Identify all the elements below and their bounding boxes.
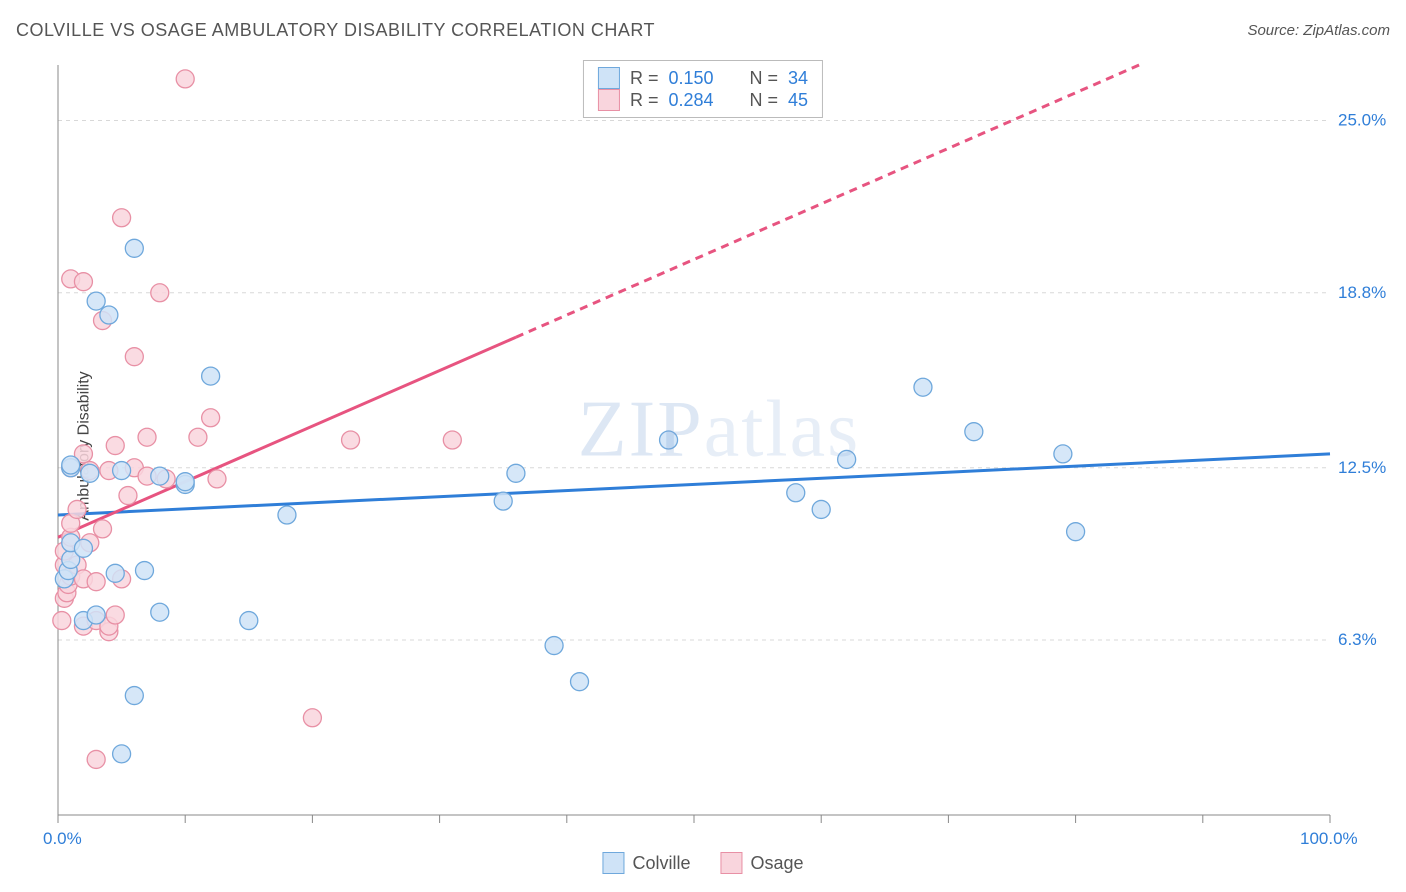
svg-text:12.5%: 12.5% — [1338, 458, 1386, 477]
n-label: N = — [750, 90, 779, 111]
r-label: R = — [630, 90, 659, 111]
series-legend: Colville Osage — [602, 852, 803, 874]
header-row: COLVILLE VS OSAGE AMBULATORY DISABILITY … — [16, 20, 1390, 41]
colville-swatch — [598, 67, 620, 89]
r-value-osage: 0.284 — [668, 90, 713, 111]
stats-row-osage: R = 0.284 N = 45 — [598, 89, 808, 111]
x-axis-min-label: 0.0% — [43, 829, 82, 849]
chart-title: COLVILLE VS OSAGE AMBULATORY DISABILITY … — [16, 20, 655, 41]
scatter-plot-svg: 6.3% 12.5% 18.8% 25.0% — [48, 55, 1390, 837]
svg-text:18.8%: 18.8% — [1338, 283, 1386, 302]
source-label: Source: ZipAtlas.com — [1247, 22, 1390, 39]
svg-text:6.3%: 6.3% — [1338, 630, 1377, 649]
colville-swatch-icon — [602, 852, 624, 874]
legend-item-osage: Osage — [720, 852, 803, 874]
stats-row-colville: R = 0.150 N = 34 — [598, 67, 808, 89]
osage-swatch-icon — [720, 852, 742, 874]
osage-swatch — [598, 89, 620, 111]
svg-text:25.0%: 25.0% — [1338, 111, 1386, 130]
x-axis-max-label: 100.0% — [1300, 829, 1358, 849]
legend-item-colville: Colville — [602, 852, 690, 874]
legend-label-colville: Colville — [632, 853, 690, 874]
stats-legend: R = 0.150 N = 34 R = 0.284 N = 45 — [583, 60, 823, 118]
r-label: R = — [630, 68, 659, 89]
n-value-colville: 34 — [788, 68, 808, 89]
n-label: N = — [750, 68, 779, 89]
r-value-colville: 0.150 — [668, 68, 713, 89]
n-value-osage: 45 — [788, 90, 808, 111]
legend-label-osage: Osage — [750, 853, 803, 874]
chart-container: COLVILLE VS OSAGE AMBULATORY DISABILITY … — [0, 0, 1406, 892]
plot-area: 6.3%12.5%18.8%25.0% ZIPatlas — [48, 55, 1390, 837]
